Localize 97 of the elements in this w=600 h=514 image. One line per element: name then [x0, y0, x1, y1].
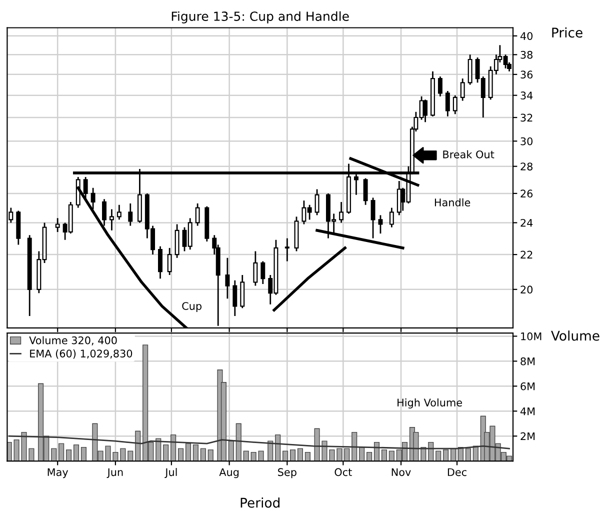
bar	[258, 450, 264, 462]
bar	[163, 444, 169, 462]
bar	[366, 452, 372, 462]
y-tick-label: 28	[520, 162, 532, 170]
bar	[290, 449, 296, 462]
y-tick-label: 30	[520, 137, 533, 146]
bar	[243, 450, 249, 462]
candlestick	[232, 280, 238, 317]
candlestick	[468, 54, 472, 86]
y-tick-label: 32	[520, 114, 532, 122]
bar	[282, 450, 288, 462]
candlestick	[128, 202, 133, 226]
candlestick	[378, 214, 383, 234]
y-tick-label: 36	[520, 70, 533, 79]
candlestick	[423, 98, 428, 123]
bar	[297, 448, 304, 462]
x-axis-title: Period	[240, 498, 280, 508]
candlestick	[167, 247, 172, 276]
bar	[436, 450, 442, 462]
annotation: Cup	[182, 302, 202, 312]
bar	[268, 440, 274, 462]
y-tick-label: 2M	[520, 432, 535, 440]
bar	[128, 450, 134, 462]
y-tick-label: 4M	[520, 407, 535, 416]
bar	[336, 448, 342, 462]
bar	[250, 452, 256, 462]
x-tick-label: Jun	[106, 468, 123, 478]
annotation: High Volume	[398, 398, 462, 409]
y-tick-label: 26	[520, 190, 533, 198]
legend-label: Volume 320, 400	[29, 336, 117, 346]
bar	[66, 449, 72, 462]
bar	[388, 450, 394, 462]
y-tick-label: 24	[520, 218, 533, 227]
candlestick	[452, 94, 458, 115]
y-tick-label: 22	[520, 250, 532, 258]
bar	[178, 448, 184, 462]
candlestick	[389, 207, 394, 228]
candlestick	[109, 208, 114, 232]
bar	[304, 452, 310, 462]
line-series	[8, 435, 510, 450]
x-tick-label: Jul	[164, 468, 177, 478]
candlestick	[363, 178, 368, 206]
candlestick	[260, 260, 266, 285]
y-tick-label: 40	[520, 32, 533, 40]
bar	[185, 443, 192, 462]
bar	[465, 448, 471, 462]
bar	[156, 438, 162, 462]
bar	[228, 440, 234, 462]
bar	[135, 430, 141, 462]
x-tick-label: May	[48, 468, 68, 478]
legend-label: EMA (60) 1,029,830	[30, 349, 132, 359]
bar	[73, 444, 80, 462]
candlestick	[55, 217, 60, 233]
bar	[352, 432, 358, 462]
bar	[200, 448, 206, 462]
candlestick	[438, 76, 442, 98]
x-tick-label: Dec	[448, 468, 466, 476]
candlestick	[460, 78, 465, 102]
candlestick	[339, 201, 344, 224]
candlestick	[102, 198, 106, 226]
candlestick	[284, 238, 290, 262]
bar	[120, 448, 126, 462]
candlestick	[225, 257, 230, 300]
bar	[381, 449, 387, 462]
y-tick-label: 8M	[520, 357, 535, 366]
x-tick-label: Sep	[278, 468, 296, 478]
bar	[344, 448, 350, 462]
candlestick	[314, 188, 320, 216]
y-tick-label: 10M	[521, 332, 542, 340]
bar	[443, 449, 449, 462]
bar	[236, 423, 242, 462]
bar	[275, 434, 281, 462]
candlestick	[195, 202, 200, 226]
candlestick	[116, 204, 122, 220]
bar	[208, 449, 214, 462]
bar	[192, 444, 198, 462]
bar	[51, 448, 57, 462]
annotation: Break Out	[443, 150, 494, 158]
bar	[58, 443, 64, 462]
bar	[80, 446, 86, 462]
y-tick-label: 20	[520, 286, 533, 294]
annotation: Handle	[434, 198, 470, 206]
x-tick-label: Oct	[334, 468, 352, 476]
chart-title: Figure 13-5: Cup and Handle	[172, 11, 349, 24]
y-tick-label: 38	[520, 50, 532, 59]
candlestick	[370, 196, 376, 239]
y-tick-label: 6M	[520, 382, 535, 390]
y-axis-title: Volume	[551, 330, 600, 341]
x-tick-label: Aug	[219, 468, 239, 478]
candlestick	[253, 250, 258, 286]
y-axis-title: Price	[552, 27, 582, 38]
candlestick	[445, 90, 450, 118]
candlestick	[158, 246, 162, 280]
y-tick-label: 34	[520, 92, 533, 100]
x-tick-label: Nov	[392, 468, 411, 476]
bar	[374, 442, 380, 462]
bar	[170, 434, 176, 462]
